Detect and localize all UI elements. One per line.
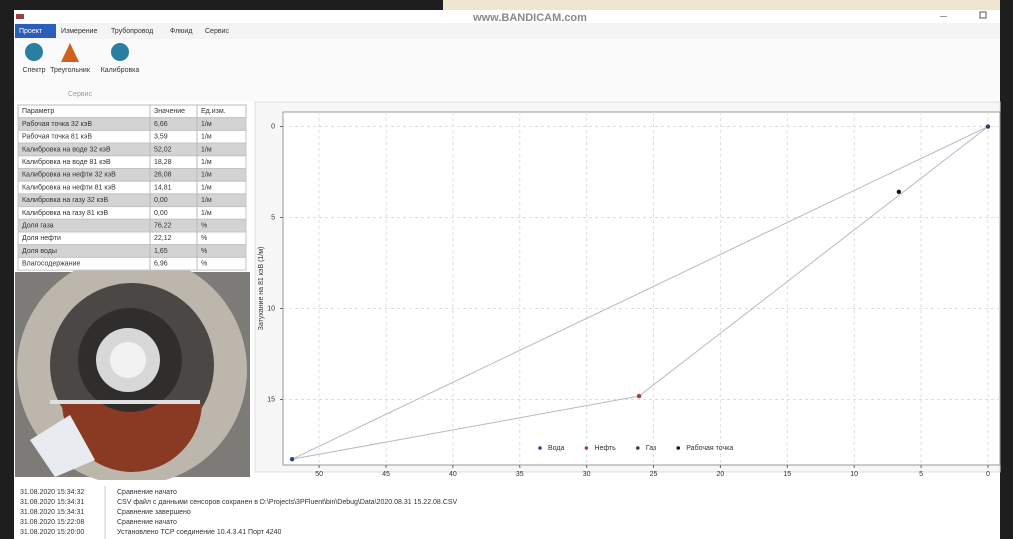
y-tick-label: 10 — [267, 305, 275, 312]
y-tick-label: 15 — [267, 396, 275, 403]
table-cell: 52,02 — [154, 146, 172, 153]
table-cell: 1/м — [201, 197, 212, 204]
table-cell: 1/м — [201, 121, 212, 128]
table-cell: 1/м — [201, 172, 212, 179]
table-cell: Калибровка на нефти 81 кэВ — [22, 183, 116, 191]
table-cell: Калибровка на воде 81 кэВ — [22, 158, 111, 166]
table-cell: Доля газа — [22, 222, 54, 229]
table-cell: % — [201, 261, 207, 268]
table-cell: Влагосодержание — [22, 261, 80, 268]
table-cell: 1/м — [201, 210, 212, 217]
table-cell: 18,28 — [154, 159, 172, 166]
legend-marker — [636, 446, 640, 450]
y-axis-label: Затухание на 81 кэВ (1/м) — [258, 247, 265, 331]
y-tick-label: 0 — [271, 123, 275, 130]
table-cell: % — [201, 248, 207, 255]
table-cell: Доля воды — [22, 248, 57, 255]
screen: — www.BANDICAM.com Проект Измерение Трубоп… — [0, 0, 1013, 539]
log-message: Сравнение начато — [117, 519, 177, 526]
legend-marker — [585, 446, 589, 450]
toolbar-group: Сервис — [68, 91, 92, 98]
log-time: 31.08.2020 15:20:00 — [20, 529, 84, 536]
menu-item[interactable]: Проект — [19, 28, 43, 35]
app-icon — [16, 14, 24, 19]
table-cell: 6,66 — [154, 121, 168, 128]
x-tick-label: 35 — [516, 471, 524, 478]
table-cell: 1/м — [201, 159, 212, 166]
x-tick-label: 45 — [382, 471, 390, 478]
table-cell: Доля нефти — [22, 235, 61, 242]
page: — www.BANDICAM.com Проект Измерение Трубоп… — [0, 0, 1013, 539]
data-point — [637, 394, 641, 398]
menu-item[interactable]: Измерение — [61, 28, 98, 35]
watermark: www.BANDICAM.com — [472, 12, 587, 24]
legend-label: Вода — [548, 445, 564, 452]
y-tick-label: 5 — [271, 214, 275, 221]
table-cell: 1/м — [201, 184, 212, 191]
table-cell: 1/м — [201, 134, 212, 141]
x-tick-label: 15 — [783, 471, 791, 478]
menu-item[interactable]: Флюид — [170, 28, 192, 35]
menu-bar — [14, 23, 1000, 39]
log-time: 31.08.2020 15:34:31 — [20, 509, 84, 516]
x-tick-label: 0 — [986, 471, 990, 478]
toolbar-button[interactable]: Треугольник — [50, 67, 91, 74]
data-point — [897, 190, 901, 194]
table-header: Параметр — [22, 108, 54, 115]
ribbon — [14, 39, 1000, 101]
x-tick-label: 10 — [850, 471, 858, 478]
x-tick-label: 20 — [717, 471, 725, 478]
legend-marker — [538, 446, 542, 450]
menu-item[interactable]: Сервис — [205, 28, 229, 35]
toolbar-icon[interactable] — [25, 43, 43, 61]
table-cell: Рабочая точка 81 кэВ — [22, 133, 92, 141]
toolbar-button[interactable]: Калибровка — [101, 66, 140, 74]
table-cell: 6,96 — [154, 261, 168, 268]
x-tick-label: 25 — [650, 471, 658, 478]
table-cell: Калибровка на воде 32 кэВ — [22, 145, 111, 153]
table-cell: % — [201, 235, 207, 242]
legend-label: Газ — [646, 445, 656, 452]
table-cell: 14,81 — [154, 184, 172, 191]
log-time: 31.08.2020 15:34:31 — [20, 499, 84, 506]
legend-label: Рабочая точка — [686, 444, 733, 452]
data-point — [290, 457, 294, 461]
table-cell: Калибровка на газу 81 кэВ — [22, 209, 108, 217]
table-cell: 1,65 — [154, 248, 168, 255]
table-cell: 26,08 — [154, 172, 172, 179]
data-point — [986, 124, 990, 128]
toolbar-icon[interactable] — [111, 43, 129, 61]
legend-label: Нефть — [594, 445, 616, 452]
table-cell: Калибровка на газу 32 кэВ — [22, 196, 108, 204]
log-message: Сравнение завершено — [117, 509, 191, 516]
table-cell: 22,12 — [154, 235, 172, 242]
menu-item[interactable]: Трубопровод — [111, 27, 153, 35]
legend-marker — [676, 446, 680, 450]
x-tick-label: 5 — [919, 471, 923, 478]
table-cell: 0,00 — [154, 197, 168, 204]
log-message: Установлено TCP соединение 10.4.3.41 Пор… — [117, 529, 282, 536]
x-tick-label: 50 — [315, 471, 323, 478]
log-time: 31.08.2020 15:34:32 — [20, 489, 84, 496]
log-message: Сравнение начато — [117, 489, 177, 496]
x-tick-label: 40 — [449, 471, 457, 478]
table-cell: 1/м — [201, 146, 212, 153]
toolbar-button[interactable]: Спектр — [23, 67, 46, 74]
minimize-button[interactable]: — — [940, 13, 947, 20]
log-time: 31.08.2020 15:22:08 — [20, 519, 84, 526]
table-header: Ед.изм. — [201, 108, 226, 115]
log-message: CSV файл с данными сенсоров сохранен в D… — [117, 498, 457, 506]
table-header: Значение — [154, 108, 185, 115]
table-cell: Калибровка на нефти 32 кэВ — [22, 171, 116, 179]
table-cell: % — [201, 222, 207, 229]
table-cell: 76,22 — [154, 222, 172, 229]
table-cell: 3,59 — [154, 134, 168, 141]
camera-image — [15, 255, 250, 485]
x-tick-label: 30 — [583, 471, 591, 478]
table-cell: Рабочая точка 32 кэВ — [22, 120, 92, 128]
table-cell: 0,00 — [154, 210, 168, 217]
